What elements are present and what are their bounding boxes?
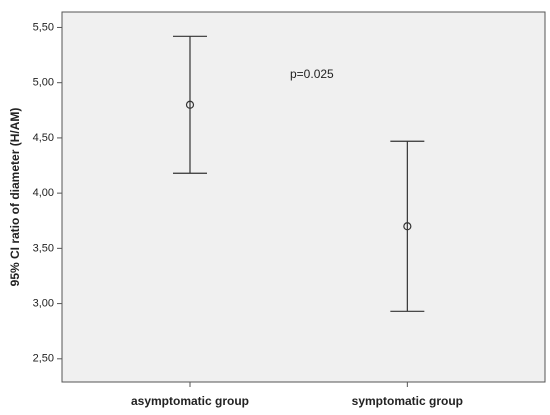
- mean-point: [185, 100, 195, 109]
- y-tick-label: 4,00: [33, 187, 54, 199]
- y-tick-label: 2,50: [33, 353, 54, 365]
- mean-point: [403, 222, 412, 231]
- annotation: p=0.025: [290, 67, 334, 81]
- y-tick-label: 3,00: [33, 297, 54, 309]
- y-axis-label: 95% CI ratio of diameter (H/AM): [8, 108, 22, 287]
- y-tick-label: 5,50: [33, 21, 54, 33]
- plot-area: [61, 11, 546, 383]
- y-tick-label: 4,50: [33, 132, 54, 144]
- x-tick-label: symptomatic group: [352, 394, 463, 408]
- y-tick-label: 5,00: [33, 77, 54, 89]
- y-tick-label: 3,50: [33, 242, 54, 254]
- x-tick-label: asymptomatic group: [131, 394, 249, 408]
